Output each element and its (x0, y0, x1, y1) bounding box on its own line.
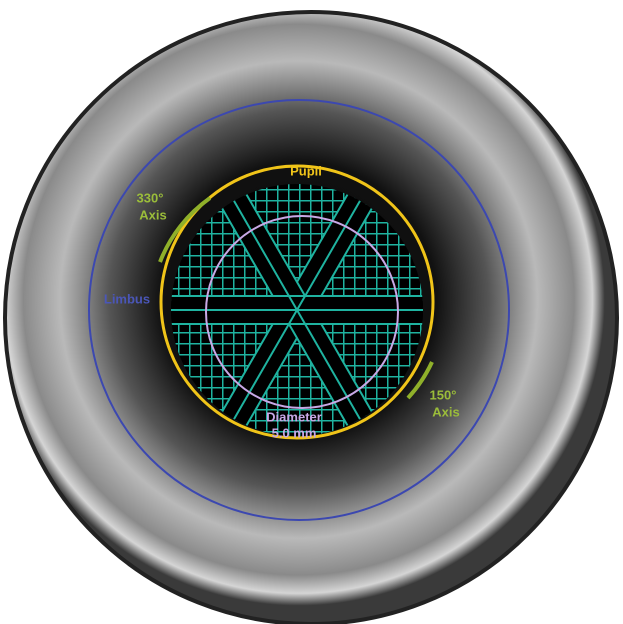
axis-330-angle: 330° (137, 190, 164, 205)
rim (3, 10, 619, 624)
pupil-label: Pupil (290, 163, 322, 178)
diameter-value: 5.0 mm (272, 425, 317, 440)
axis-150-label: Axis (432, 404, 459, 419)
diameter-label: Diameter (266, 409, 322, 424)
axis-150-arc (406, 361, 434, 400)
pupil-circle (159, 164, 435, 440)
axis-330-label: Axis (139, 207, 166, 222)
axis-330-arc (158, 196, 212, 263)
diameter-circle (205, 215, 399, 409)
grid-pattern (171, 184, 423, 436)
limbus-label: Limbus (104, 291, 150, 306)
axis-150-angle: 150° (430, 387, 457, 402)
limbus-circle (88, 99, 510, 521)
